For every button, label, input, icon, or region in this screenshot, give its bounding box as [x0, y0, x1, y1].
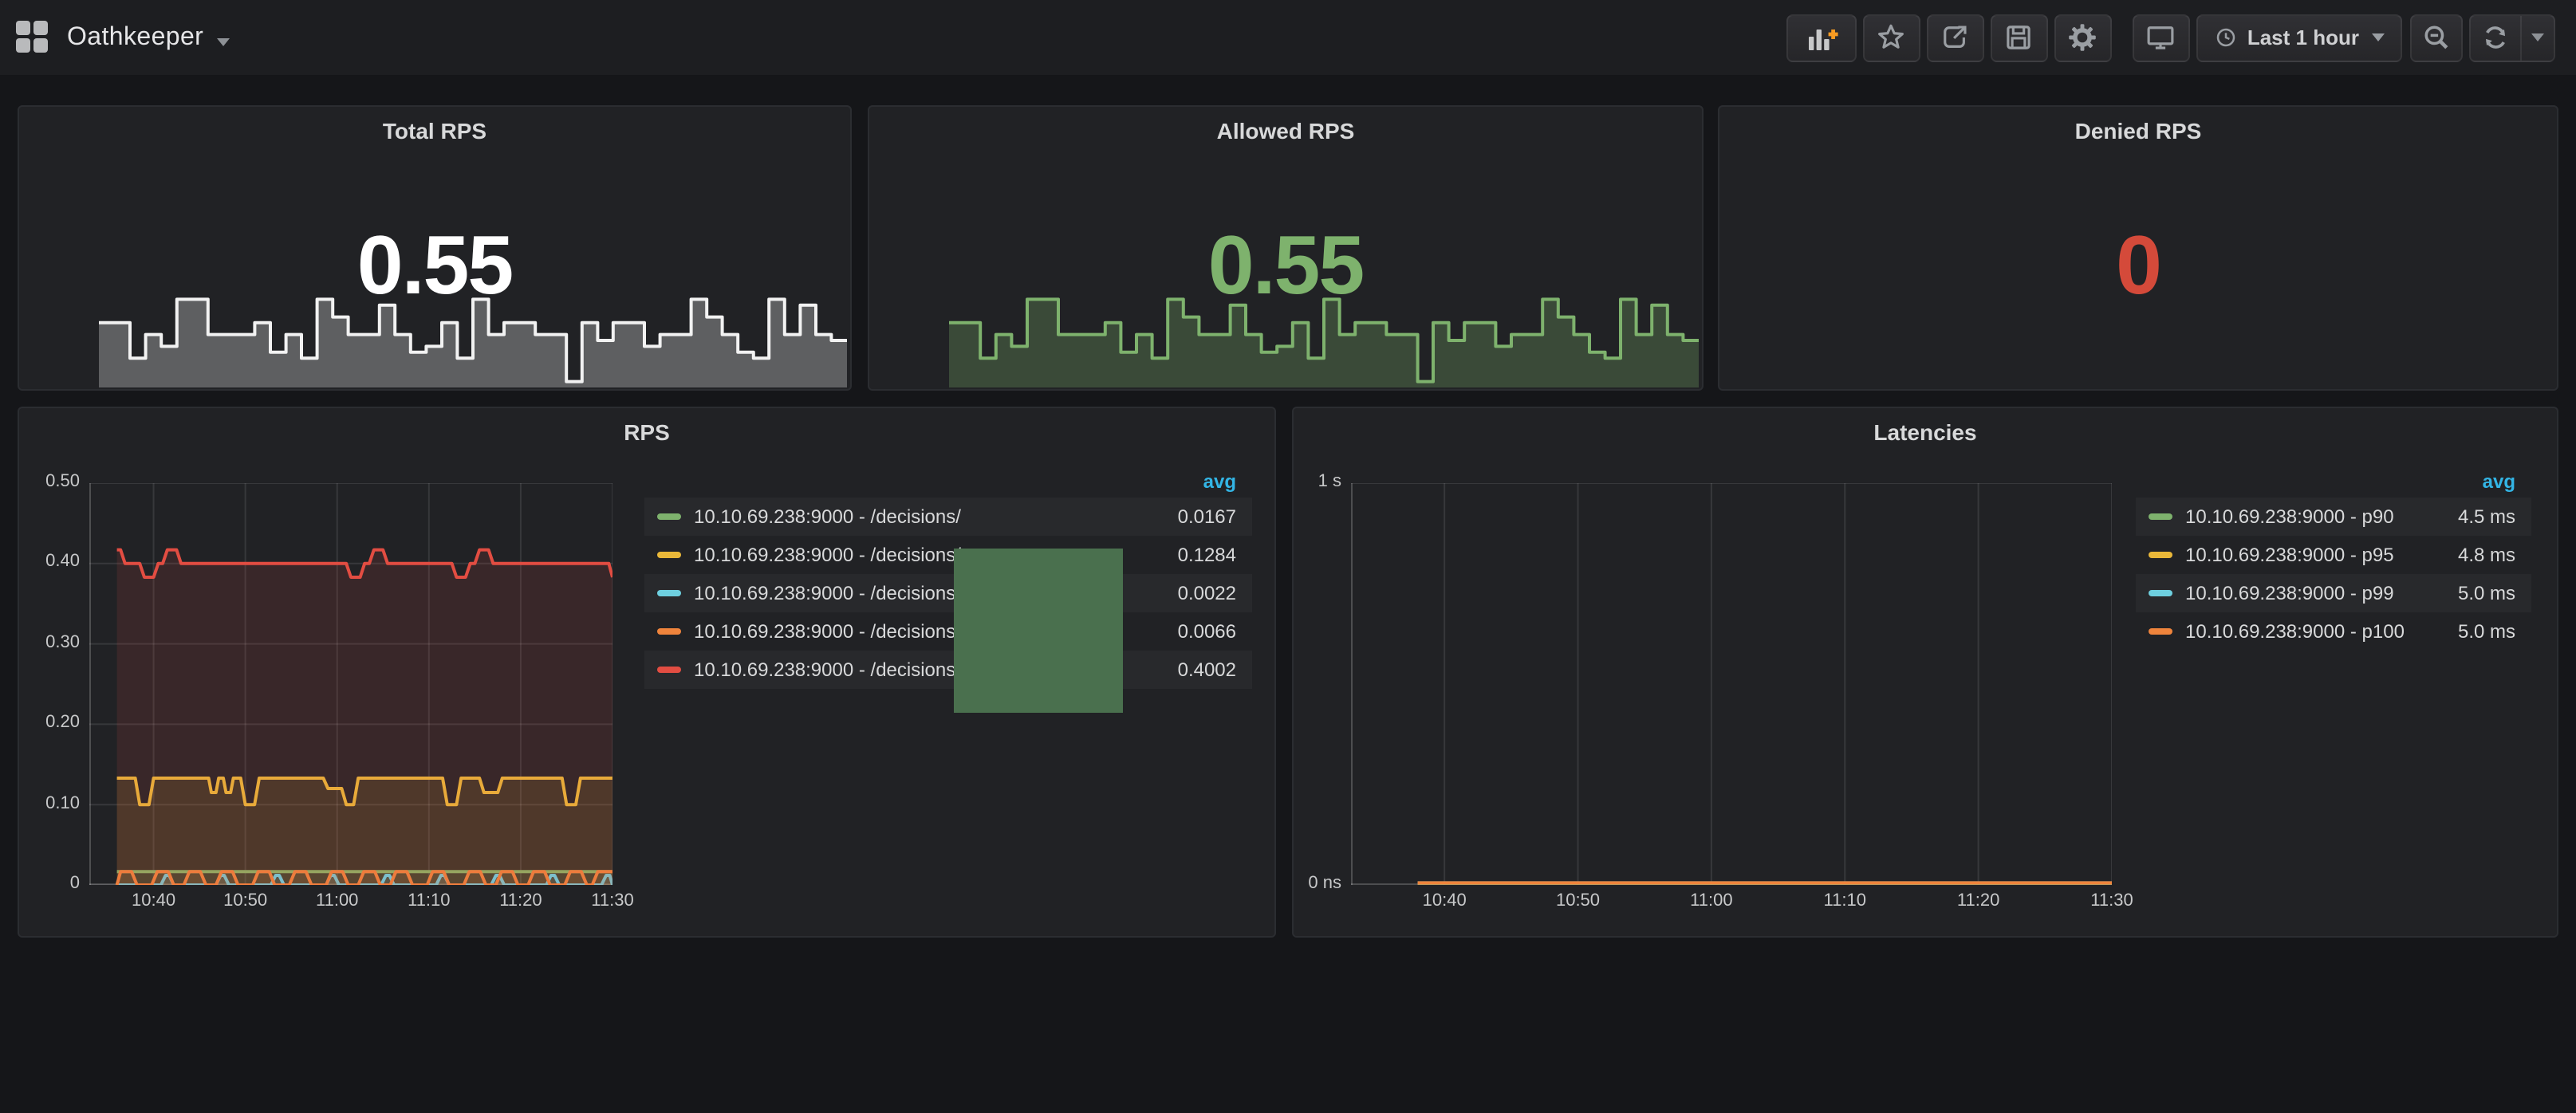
legend-row[interactable]: 10.10.69.238:9000 - /decisions/ 0.0022 [644, 574, 1252, 612]
panel-denied-rps: Denied RPS 0 [1718, 105, 2558, 391]
zoom-out-icon [2424, 26, 2448, 49]
series-label: 10.10.69.238:9000 - p90 [2185, 505, 2394, 528]
stat-value: 0 [2116, 220, 2162, 313]
panel-title[interactable]: Total RPS [382, 118, 487, 144]
series-label: 10.10.69.238:9000 - /decisions/ [694, 582, 961, 604]
series-label: 10.10.69.238:9000 - /decisions/ [694, 505, 961, 528]
panel-title[interactable]: RPS [624, 419, 670, 445]
series-label: 10.10.69.238:9000 - p95 [2185, 544, 2394, 566]
rps-legend: avg 10.10.69.238:9000 - /decisions/ 0.01… [644, 466, 1252, 689]
green-overlay-artifact [954, 549, 1123, 713]
series-color-swatch [2149, 590, 2172, 596]
x-axis-labels: 10:40 10:50 11:00 11:10 11:20 11:30 [132, 891, 634, 910]
series-color-swatch [2149, 513, 2172, 520]
series-avg-value: 4.5 ms [2457, 505, 2515, 528]
legend-row[interactable]: 10.10.69.238:9000 - /decisions/ 0.1284 [644, 536, 1252, 574]
series-avg-value: 0.0066 [1177, 620, 1236, 643]
refresh-icon [2485, 26, 2506, 49]
refresh-dashboard-button[interactable] [2471, 15, 2520, 60]
series-color-swatch [657, 590, 681, 596]
series-avg-value: 0.1284 [1177, 544, 1236, 566]
save-icon [2007, 26, 2031, 49]
legend-row[interactable]: 10.10.69.238:9000 - p99 5.0 ms [2136, 574, 2531, 612]
stat-value: 0.55 [1207, 220, 1365, 313]
y-axis-labels: 0.50 0.40 0.30 0.20 0.10 0 [45, 472, 80, 893]
series-color-swatch [2149, 628, 2172, 635]
legend-row[interactable]: 10.10.69.238:9000 - p100 5.0 ms [2136, 612, 2531, 651]
panel-title[interactable]: Latencies [1873, 419, 1977, 445]
legend-row[interactable]: 10.10.69.238:9000 - p90 4.5 ms [2136, 498, 2531, 536]
series-avg-value: 4.8 ms [2457, 544, 2515, 566]
series-color-swatch [657, 552, 681, 558]
dashboard-grid-icon[interactable] [16, 21, 49, 54]
legend-avg-header[interactable]: avg [2482, 470, 2515, 493]
sparkline-chart [949, 297, 1699, 387]
time-range-label: Last 1 hour [2247, 26, 2359, 49]
series-color-swatch [657, 628, 681, 635]
time-range-picker[interactable]: Last 1 hour [2196, 14, 2402, 61]
series-label: 10.10.69.238:9000 - p100 [2185, 620, 2405, 643]
refresh-button-group [2469, 14, 2555, 61]
add-panel-button[interactable] [1786, 14, 1857, 61]
legend-avg-header[interactable]: avg [1203, 470, 1236, 493]
panel-title[interactable]: Allowed RPS [1216, 118, 1355, 144]
series-color-swatch [657, 667, 681, 673]
share-dashboard-button[interactable] [1926, 14, 1984, 61]
series-label: 10.10.69.238:9000 - /decisions/ [694, 620, 961, 643]
series-avg-value: 0.0022 [1177, 582, 1236, 604]
star-dashboard-button[interactable] [1862, 14, 1920, 61]
add-panel-icon [1808, 29, 1838, 49]
panel-allowed-rps: Allowed RPS 0.55 [868, 105, 1704, 391]
sparkline-chart [99, 297, 847, 387]
series-color-swatch [2149, 552, 2172, 558]
zoom-out-time-button[interactable] [2410, 14, 2463, 61]
dashboard-settings-button[interactable] [2054, 14, 2112, 61]
series-avg-value: 5.0 ms [2457, 582, 2515, 604]
series-avg-value: 0.4002 [1177, 659, 1236, 681]
series-label: 10.10.69.238:9000 - /decisions/ [694, 659, 961, 681]
share-icon [1944, 26, 1967, 48]
tv-mode-button[interactable] [2132, 14, 2190, 61]
legend-row[interactable]: 10.10.69.238:9000 - /decisions/ 0.0066 [644, 612, 1252, 651]
rps-chart-plot[interactable] [89, 483, 612, 885]
latencies-chart-plot[interactable] [1351, 483, 2112, 885]
save-dashboard-button[interactable] [1990, 14, 2048, 61]
panel-rps-graph: RPS 0.50 0.40 0.30 0.20 0.10 0 10:40 10:50 11:0… [18, 407, 1276, 938]
dashboard-title-caret-icon[interactable] [216, 37, 230, 45]
legend-row[interactable]: 10.10.69.238:9000 - /decisions/ 0.4002 [644, 651, 1252, 689]
refresh-caret-icon [2531, 33, 2544, 41]
time-range-caret-icon [2372, 33, 2385, 41]
x-axis-labels: 10:40 10:50 11:00 11:10 11:20 11:30 [1422, 891, 2133, 910]
latencies-legend: avg 10.10.69.238:9000 - p90 4.5 ms 10.10… [2136, 466, 2531, 651]
refresh-interval-dropdown[interactable] [2520, 15, 2554, 60]
tv-mode-icon [2148, 26, 2175, 49]
series-avg-value: 0.0167 [1177, 505, 1236, 528]
star-icon [1878, 24, 1904, 49]
dashboard-title[interactable]: Oathkeeper [67, 23, 204, 50]
legend-row[interactable]: 10.10.69.238:9000 - p95 4.8 ms [2136, 536, 2531, 574]
series-avg-value: 5.0 ms [2457, 620, 2515, 643]
series-label: 10.10.69.238:9000 - p99 [2185, 582, 2394, 604]
legend-row[interactable]: 10.10.69.238:9000 - /decisions/ 0.0167 [644, 498, 1252, 536]
settings-gear-icon [2070, 24, 2097, 51]
panel-title[interactable]: Denied RPS [2074, 118, 2202, 144]
series-color-swatch [657, 513, 681, 520]
clock-icon [2216, 28, 2235, 47]
series-label: 10.10.69.238:9000 - /decisions/ [694, 544, 961, 566]
panel-total-rps: Total RPS 0.55 [18, 105, 852, 391]
stat-value: 0.55 [356, 220, 514, 313]
navbar: Oathkeeper [0, 0, 2576, 75]
